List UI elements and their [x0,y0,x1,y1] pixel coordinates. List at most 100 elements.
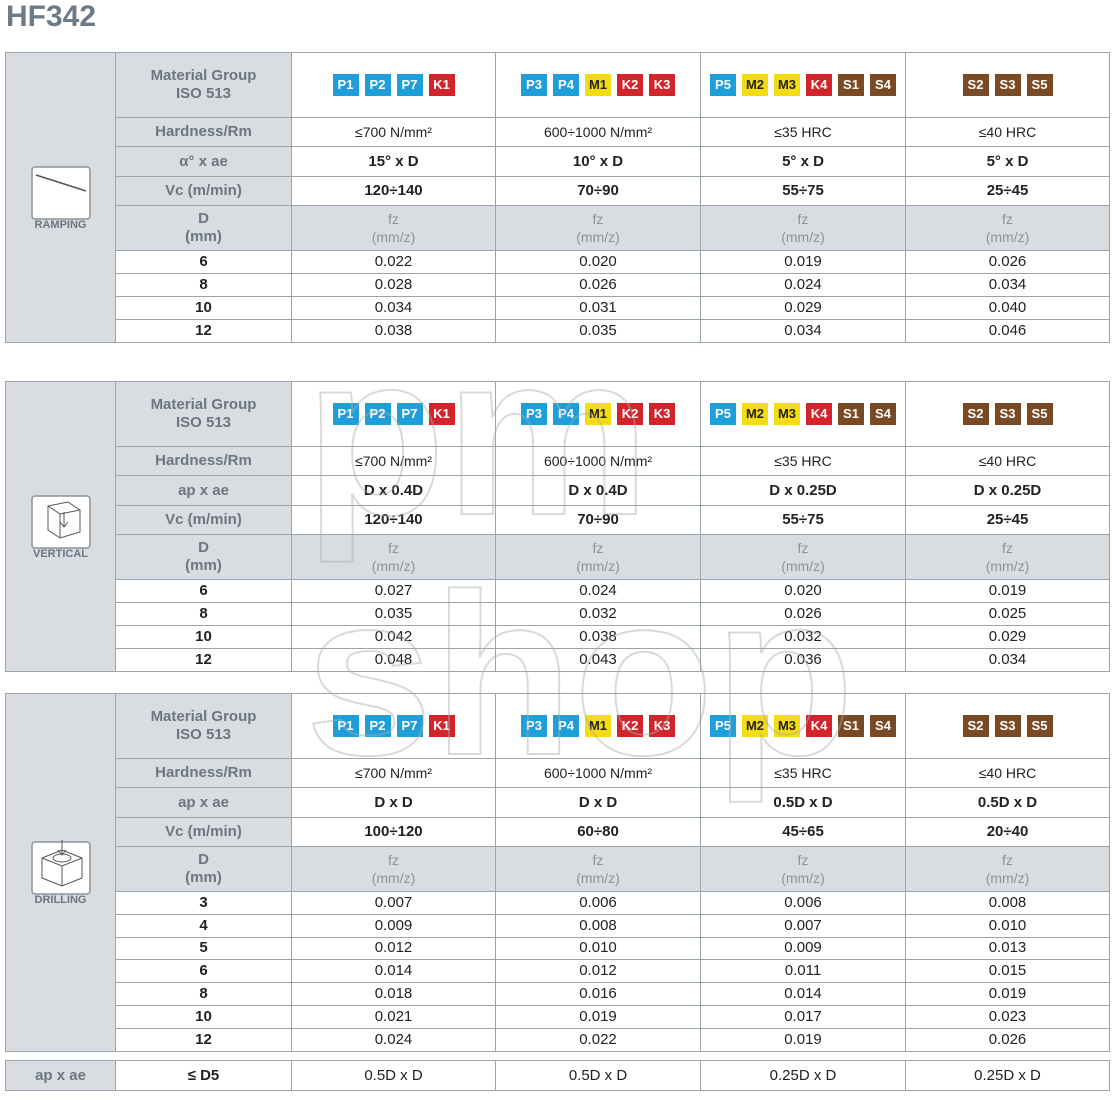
table-row: 12 0.038 0.035 0.034 0.046 [6,319,1110,343]
spec-table: DRILLING Material Group ISO 513 P1 P2 P7 K1 P3 P… [5,693,1110,1052]
cell: 0.019 [905,982,1110,1006]
cell: ≤700 N/mm² [291,758,496,788]
material-chip: K1 [428,715,455,737]
column-header: fz (mm/z) [291,534,496,580]
table-row: 6 0.014 0.012 0.011 0.015 [6,959,1110,984]
material-chip: S1 [838,715,864,737]
column-header: fz (mm/z) [495,846,701,892]
column-header: fz (mm/z) [495,534,701,580]
label-line: (mm/z) [985,229,1030,245]
cell: 0.009 [700,936,906,961]
material-chip: M2 [742,403,768,425]
table-row: 8 0.018 0.016 0.014 0.019 [6,982,1110,1006]
cell: 0.036 [700,648,906,672]
table-row: Hardness/Rm ≤700 N/mm² 600÷1000 N/mm² ≤35 H… [6,117,1110,147]
material-chip: S3 [994,403,1021,425]
table-row: ap x ae D x 0.4D D x 0.4D D x 0.25D D x 0.25… [6,475,1110,506]
material-chip: M1 [585,715,611,737]
material-chip: P4 [553,74,579,96]
cell: ≤40 HRC [905,117,1110,147]
label-line: (mm/z) [576,870,620,886]
cell: 0.010 [905,913,1110,938]
cell: 0.5D x D [495,1060,701,1091]
material-chip: K3 [649,715,675,737]
table-row: 12 0.024 0.022 0.019 0.026 [6,1027,1110,1052]
cell: 600÷1000 N/mm² [495,446,701,476]
table-row: VERTICAL Material Group ISO 513 P1 P2 P7 K1 P3 P… [5,381,1110,672]
row-label: Vc (m/min) [115,817,292,847]
cell: 0.5D x D [700,787,906,818]
material-chip: P7 [396,403,423,425]
cell: 0.034 [905,648,1110,672]
cell: 10° x D [495,146,701,177]
label-line: (mm/z) [985,870,1030,886]
material-chip: S3 [994,715,1021,737]
row-label: Material Group ISO 513 [115,693,292,759]
material-chip: S4 [870,715,896,737]
material-chip: K1 [428,74,455,96]
cell: 20÷40 [905,817,1110,847]
table-row: 5 0.012 0.010 0.009 0.013 [6,936,1110,961]
cell: 0.010 [495,936,701,961]
row-label: 8 [115,602,292,626]
cell: 0.019 [700,250,906,274]
cell: 45÷65 [700,817,906,847]
table-row: RAMPING Material Group ISO 513 P1 P2 P7 K1 P3 P4… [5,52,1110,343]
label-line: (mm/z) [371,229,416,245]
cell: 0.019 [700,1027,906,1052]
row-label: ap x ae [115,475,292,506]
label-line: (mm) [185,869,222,886]
cell: ≤35 HRC [700,758,906,788]
table-row: D (mm) fz (mm/z) fz (mm/z) fz (mm/z) fz (mm/z) [6,846,1110,892]
row-label: ap x ae [115,787,292,818]
cell: ≤ D5 [115,1060,292,1091]
material-chip: K4 [806,403,832,425]
label-line: fz [592,540,604,556]
material-chip: K2 [617,74,643,96]
cell: D x 0.25D [700,475,906,506]
cell: 600÷1000 N/mm² [495,758,701,788]
material-chip: P3 [521,715,547,737]
column-header: D (mm) [115,846,292,892]
cell: ≤40 HRC [905,758,1110,788]
material-chip: M2 [742,74,768,96]
column-header: fz (mm/z) [700,205,906,251]
cell: 70÷90 [495,176,701,206]
row-label: 6 [115,579,292,603]
material-cell: P5 M2 M3 K4 S1 S4 [700,693,906,759]
operation-label: DRILLING [34,893,87,906]
cell: 0.015 [905,959,1110,984]
cell: 120÷140 [291,176,496,206]
cell: 0.025 [905,602,1110,626]
label-line: Material Group [150,396,257,413]
cell: 25÷45 [905,505,1110,535]
label-line: D [198,210,209,227]
cell: 0.026 [700,602,906,626]
cell: 0.012 [291,936,496,961]
label-line: fz [592,852,604,868]
icon [30,166,91,220]
cell: 0.046 [905,319,1110,343]
material-chip: S1 [838,403,864,425]
cell: 55÷75 [700,505,906,535]
cell: ≤35 HRC [700,446,906,476]
cell: 0.038 [291,319,496,343]
cell: 0.022 [291,250,496,274]
row-label: Hardness/Rm [115,758,292,788]
material-chip: P3 [521,403,547,425]
label-line: D [198,851,209,868]
cell: 0.5D x D [291,1060,496,1091]
material-chip: K3 [649,74,675,96]
table-row: Vc (m/min) 120÷140 70÷90 55÷75 25÷45 [6,505,1110,535]
cell: 0.043 [495,648,701,672]
table-row: D (mm) fz (mm/z) fz (mm/z) fz (mm/z) fz (mm/z) [6,205,1110,251]
label-line: fz [1002,852,1013,868]
label-line: (mm/z) [576,558,620,574]
cell: D x 0.25D [905,475,1110,506]
material-chip: K3 [649,403,675,425]
material-chip: S3 [994,74,1021,96]
column-header: D (mm) [115,534,292,580]
column-header: fz (mm/z) [495,205,701,251]
row-label: 12 [115,1027,292,1052]
cell: 0.008 [905,891,1110,915]
